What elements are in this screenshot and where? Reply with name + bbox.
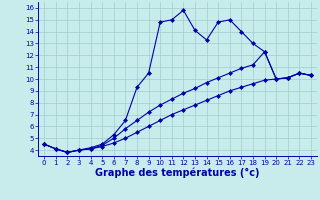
X-axis label: Graphe des températures (°c): Graphe des températures (°c) — [95, 168, 260, 178]
